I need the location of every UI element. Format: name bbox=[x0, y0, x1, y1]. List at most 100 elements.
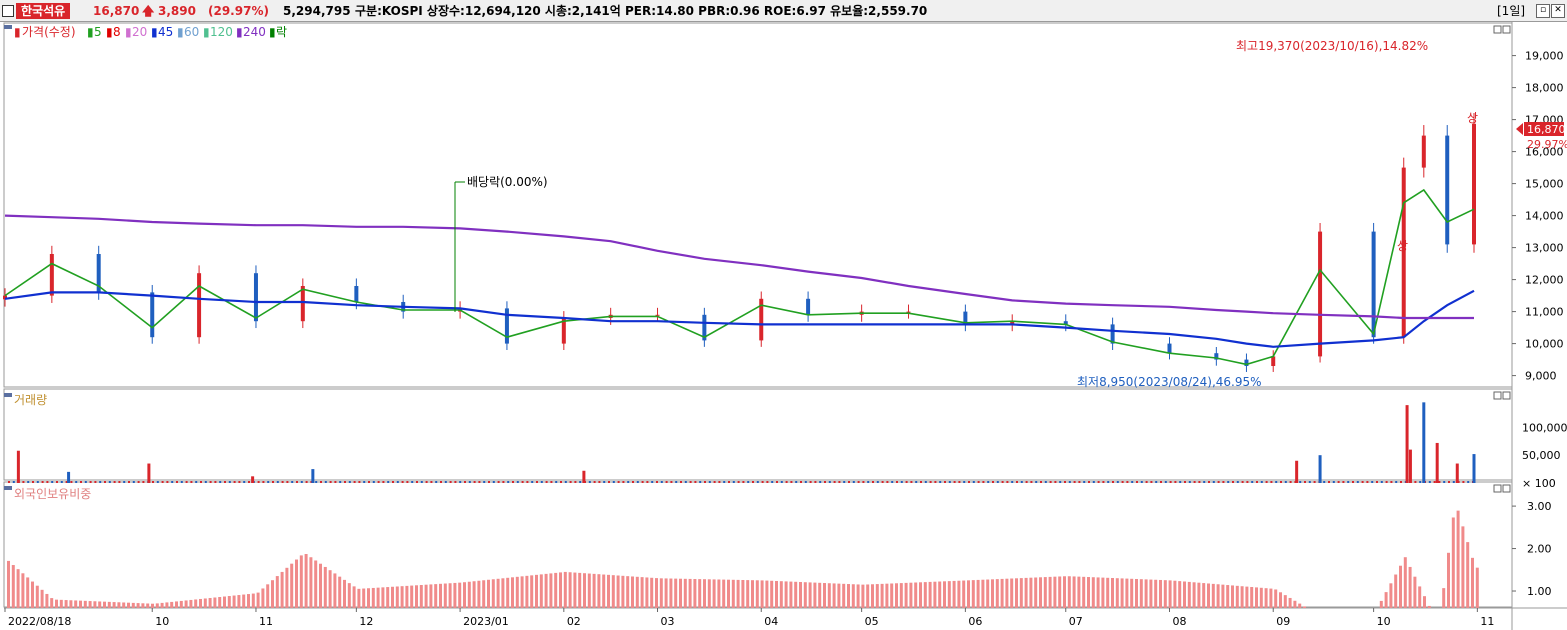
foreign-bar bbox=[199, 598, 202, 608]
foreign-bar bbox=[103, 601, 106, 608]
foreign-bar bbox=[659, 578, 663, 608]
foreign-bar bbox=[520, 576, 524, 608]
volume-bar-small bbox=[348, 481, 351, 483]
volume-bar-small bbox=[1376, 481, 1378, 483]
volume-bar-small bbox=[598, 481, 601, 483]
foreign-bar bbox=[1048, 576, 1052, 608]
volume-bar-small bbox=[315, 481, 318, 483]
foreign-bar bbox=[391, 586, 394, 608]
volume-bar-small bbox=[852, 481, 855, 483]
foreign-bar bbox=[544, 573, 548, 608]
volume-bar-small bbox=[1332, 481, 1335, 483]
foreign-bar bbox=[1187, 581, 1191, 608]
select-checkbox[interactable] bbox=[2, 5, 14, 17]
volume-bar-small bbox=[1260, 481, 1263, 483]
x-tick-label: 10 bbox=[1377, 615, 1391, 628]
volume-y-tick-label: 100,000 bbox=[1522, 421, 1567, 434]
volume-bar-small bbox=[824, 481, 826, 483]
volume-bar-small bbox=[137, 481, 140, 483]
legend-ma-marker: ▮ bbox=[177, 25, 184, 39]
foreign-bar bbox=[1096, 577, 1100, 608]
price-y-tick-label: 9,000 bbox=[1525, 370, 1557, 383]
foreign-bar bbox=[808, 582, 812, 608]
volume-bar-small bbox=[1256, 481, 1258, 483]
volume-bar-small bbox=[492, 481, 495, 483]
foreign-bar bbox=[535, 574, 538, 608]
volume-bar-small bbox=[209, 481, 212, 483]
foreign-bar bbox=[395, 586, 399, 608]
volume-bar-small bbox=[972, 481, 975, 483]
candle-body bbox=[354, 286, 359, 302]
volume-bar-small bbox=[900, 481, 903, 483]
foreign-bar bbox=[616, 575, 620, 608]
candle-body bbox=[3, 295, 7, 300]
foreign-bar bbox=[496, 578, 500, 608]
foreign-bar bbox=[477, 580, 481, 608]
foreign-bar bbox=[184, 600, 188, 608]
foreign-bar bbox=[1005, 578, 1009, 608]
volume-bar-small bbox=[180, 481, 183, 483]
candle-body bbox=[197, 273, 202, 338]
foreign-bar bbox=[1034, 577, 1038, 608]
legend-marker-icon bbox=[4, 25, 12, 29]
candle-body bbox=[1318, 231, 1323, 357]
foreign-bar bbox=[1379, 600, 1383, 608]
volume-bar-small bbox=[1102, 481, 1105, 483]
volume-bar-small bbox=[459, 481, 462, 483]
volume-bar-small bbox=[1107, 481, 1110, 483]
foreign-bar bbox=[93, 601, 97, 608]
volume-bar-small bbox=[968, 481, 970, 483]
foreign-y-tick-label: 1.00 bbox=[1527, 585, 1552, 598]
volume-bar-small bbox=[1131, 481, 1134, 483]
foreign-bar bbox=[1039, 577, 1042, 608]
volume-bar-small bbox=[233, 481, 236, 483]
volume-bar-small bbox=[1044, 481, 1047, 483]
foreign-bar bbox=[578, 572, 582, 608]
volume-bar-small bbox=[828, 481, 831, 483]
volume-bar-small bbox=[660, 481, 663, 483]
foreign-bar bbox=[165, 602, 169, 608]
foreign-bar bbox=[799, 582, 802, 608]
foreign-bar bbox=[1106, 577, 1110, 608]
close-icon[interactable]: ✕ bbox=[1551, 4, 1565, 18]
volume-bar-small bbox=[1030, 481, 1033, 483]
foreign-bar bbox=[338, 576, 342, 608]
volume-bar-small bbox=[1304, 481, 1306, 483]
volume-bar-small bbox=[1428, 481, 1431, 483]
volume-bar-small bbox=[1121, 481, 1124, 483]
volume-bar bbox=[582, 470, 586, 483]
volume-bar-small bbox=[502, 481, 505, 483]
x-tick-label: 12 bbox=[359, 615, 373, 628]
foreign-bar bbox=[506, 577, 510, 608]
foreign-bar bbox=[866, 584, 870, 608]
foreign-bar bbox=[847, 584, 850, 608]
foreign-bar bbox=[1475, 567, 1479, 608]
foreign-bar bbox=[1288, 597, 1292, 608]
volume-bar-small bbox=[1064, 481, 1066, 483]
volume-bar-small bbox=[531, 481, 534, 483]
panel-frame bbox=[3, 388, 1513, 481]
foreign-bar bbox=[1456, 510, 1460, 608]
candle-body bbox=[253, 273, 258, 322]
foreign-bar bbox=[856, 584, 860, 608]
volume-bar-small bbox=[1169, 481, 1172, 483]
volume-bar-small bbox=[1227, 481, 1230, 483]
volume-bar-small bbox=[171, 481, 174, 483]
foreign-bar bbox=[947, 581, 951, 608]
foreign-bar bbox=[957, 580, 961, 608]
volume-bar-small bbox=[1299, 481, 1302, 483]
stock-name[interactable]: 한국석유 bbox=[16, 3, 71, 19]
volume-bar-small bbox=[1208, 481, 1210, 483]
foreign-bar bbox=[832, 583, 836, 608]
period-label[interactable]: [1일] bbox=[1497, 4, 1526, 18]
volume-bar-small bbox=[363, 481, 366, 483]
foreign-bar bbox=[1130, 578, 1134, 608]
volume-bar-small bbox=[651, 481, 654, 483]
volume-bar-small bbox=[977, 481, 980, 483]
minimize-icon[interactable]: ▫ bbox=[1536, 4, 1550, 18]
foreign-bar bbox=[472, 581, 476, 608]
foreign-bar bbox=[1389, 583, 1393, 608]
foreign-bar bbox=[333, 573, 337, 608]
volume-bar-small bbox=[32, 481, 34, 483]
volume-bar-small bbox=[1150, 481, 1153, 483]
